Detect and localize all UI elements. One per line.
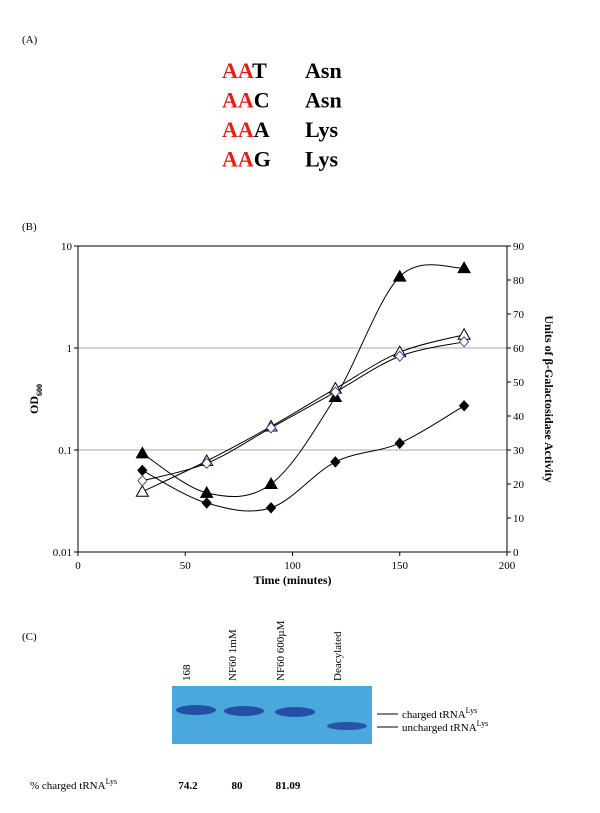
y2-tick-label: 80 (513, 275, 525, 287)
percentage: 81.09 (276, 780, 301, 792)
band (176, 705, 216, 715)
data-point (137, 464, 148, 477)
series-line (142, 341, 465, 482)
data-point (265, 502, 277, 514)
series-line (142, 264, 465, 498)
y2-axis-label: Units of β-Galactosidase Activity (542, 315, 556, 482)
y-axis-label: OD600 (27, 384, 44, 414)
lane-label: Deacylated (332, 631, 344, 681)
gel-image (172, 686, 372, 744)
x-tick-label: 150 (392, 560, 409, 572)
y2-tick-label: 60 (513, 343, 525, 355)
panel-label: (C) (22, 631, 37, 643)
y2-tick-label: 10 (513, 513, 525, 525)
data-point (137, 474, 148, 487)
row-label-text: % charged tRNA (30, 780, 106, 792)
y2-tick-label: 20 (513, 479, 525, 491)
codon-prefix: AA (222, 147, 254, 172)
data-point (135, 446, 150, 459)
data-point (135, 484, 150, 497)
data-point (394, 437, 405, 449)
percentage: 80 (232, 780, 244, 792)
data-point (265, 422, 277, 434)
codon: AAA (222, 117, 270, 142)
data-point (264, 476, 278, 489)
data-point (394, 350, 405, 363)
data-point (201, 457, 212, 470)
series-line (142, 405, 465, 512)
band (224, 706, 264, 716)
band-label: uncharged tRNALys (402, 719, 488, 734)
band-label-text: uncharged tRNA (402, 722, 477, 734)
y2-tick-label: 30 (513, 445, 525, 457)
y-tick-label: 0.01 (53, 547, 72, 559)
codon-prefix: AA (222, 117, 254, 142)
amino-acid: Asn (305, 58, 342, 83)
data-point (458, 336, 470, 348)
codon: AAT (222, 58, 267, 83)
lane-label: NF60 600µM (275, 620, 287, 681)
band-label-text: charged tRNA (402, 709, 466, 721)
data-point (330, 456, 341, 468)
y2-tick-label: 40 (513, 411, 525, 423)
y-tick-label: 10 (61, 241, 73, 253)
y2-tick-label: 70 (513, 309, 525, 321)
y2-tick-label: 0 (513, 547, 519, 559)
lane-label: NF60 1mM (227, 629, 239, 681)
x-tick-label: 0 (75, 560, 81, 572)
band-label: charged tRNALys (402, 706, 477, 721)
percentage: 74.2 (178, 780, 198, 792)
gel (172, 686, 398, 744)
codon-suffix: T (252, 58, 267, 83)
panel-label: (B) (22, 221, 37, 233)
y-axis-label-sub: 600 (35, 384, 44, 396)
band (327, 722, 367, 730)
codon-suffix: C (254, 88, 270, 113)
plot-frame (77, 245, 508, 553)
codon-prefix: AA (222, 58, 254, 83)
gel-labels: 168 NF60 1mM NF60 600µM Deacylated charged t… (30, 620, 488, 792)
codon-suffix: A (254, 117, 270, 142)
data-point (392, 269, 407, 282)
data-point (457, 261, 471, 274)
band-label-sup: Lys (477, 719, 489, 728)
panel-label: (A) (22, 34, 38, 46)
codon: AAG (222, 147, 271, 172)
x-tick-label: 200 (499, 560, 516, 572)
x-axis-label: Time (minutes) (253, 573, 331, 587)
series-line (142, 334, 465, 493)
data-point (330, 386, 341, 398)
band (275, 707, 315, 717)
y-axis-label-main: OD (27, 396, 41, 414)
y2-tick-label: 90 (513, 241, 525, 253)
data-point (458, 400, 470, 412)
x-tick-label: 100 (284, 560, 301, 572)
codon-suffix: G (254, 147, 271, 172)
codon: AAC (222, 88, 270, 113)
row-label: % charged tRNALys (30, 777, 117, 792)
codon-prefix: AA (222, 88, 254, 113)
band-label-sup: Lys (466, 706, 478, 715)
y-tick-label: 1 (67, 343, 73, 355)
lane-label: 168 (181, 664, 193, 681)
y-tick-label: 0.1 (58, 445, 72, 457)
amino-acid: Lys (305, 147, 338, 172)
amino-acid: Lys (305, 117, 338, 142)
data-point (201, 497, 212, 509)
row-label-sup: Lys (106, 777, 118, 786)
amino-acid: Asn (305, 88, 342, 113)
x-tick-label: 50 (180, 560, 192, 572)
y2-tick-label: 50 (513, 377, 525, 389)
